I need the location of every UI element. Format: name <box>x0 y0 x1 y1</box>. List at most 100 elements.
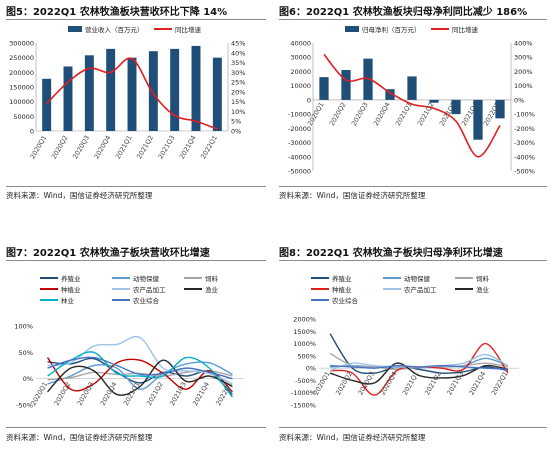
left-tick-label: -30000 <box>288 139 311 147</box>
y-tick-label: 0% <box>306 365 316 373</box>
left-tick-label: 100000 <box>9 98 34 106</box>
left-tick-label: 300000 <box>9 40 34 48</box>
left-tick-label: -50000 <box>288 168 311 176</box>
legend-label: 渔业 <box>476 285 490 294</box>
bar <box>341 70 351 100</box>
category-label: 2020Q3 <box>350 101 370 127</box>
right-tick-label: 45% <box>231 40 245 48</box>
category-label: 2021Q3 <box>157 134 177 160</box>
category-label: 2021Q4 <box>178 134 198 160</box>
series-line <box>47 356 233 380</box>
category-label: 2021Q3 <box>168 381 188 407</box>
bar <box>63 66 73 131</box>
category-label: 2020Q2 <box>50 134 70 160</box>
category-label: 2020Q2 <box>53 381 73 407</box>
legend-label: 营业收入（百万元） <box>85 25 144 34</box>
title-rule <box>6 19 266 20</box>
right-tick-label: 20% <box>231 88 245 96</box>
y-tick-label: 0% <box>23 375 33 383</box>
source-rule <box>279 186 547 187</box>
bar <box>451 99 461 115</box>
category-label: 2021Q1 <box>114 134 134 160</box>
chart-panel-revenue: 图5：2022Q1 农林牧渔板块营收环比下降 14% 营业收入（百万元） 同比增速… <box>6 3 266 203</box>
title-rule <box>279 260 547 261</box>
y-tick-label: -50% <box>16 402 33 410</box>
left-tick-label: 200000 <box>9 69 34 77</box>
title-rule <box>279 19 547 20</box>
series-line <box>46 57 218 130</box>
right-tick-label: 10% <box>231 108 245 116</box>
source-note: 资料来源：Wind，国信证券经济研究所整理 <box>279 191 426 200</box>
right-tick-label: 5% <box>231 118 241 126</box>
chart-panel-net-profit: 图6：2022Q1 农林牧渔板块归母净利同比减少 186% 归母净利（百万元） 同… <box>279 3 547 203</box>
legend-label: 饲料 <box>476 274 490 283</box>
y-tick-label: 500% <box>297 352 316 360</box>
category-label: 2020Q4 <box>93 134 113 160</box>
right-tick-label: 30% <box>231 69 245 77</box>
source-note: 资料来源：Wind，国信证券经济研究所整理 <box>6 433 153 442</box>
legend-label: 种植业 <box>332 285 352 294</box>
revenue-chart: 营业收入（百万元） 同比增速 0 50000 100000 150000 200000 250… <box>9 25 245 160</box>
series-line <box>46 357 233 393</box>
category-label: 2021Q2 <box>135 134 155 160</box>
category-label: 2021Q1 <box>122 381 142 407</box>
category-label: 2021Q4 <box>468 370 488 396</box>
title-rule <box>6 260 266 261</box>
chart-title: 图7：2022Q1 农林牧渔子板块营收环比增速 <box>6 248 210 259</box>
right-tick-label: -200% <box>514 125 535 133</box>
legend-swatch <box>345 26 359 32</box>
right-tick-label: 40% <box>231 49 245 57</box>
chart-panel-sub-revenue: 图7：2022Q1 农林牧渔子板块营收环比增速 养殖业 动物保健 饲料 种植业 农产品加… <box>6 244 266 449</box>
category-label: 2022Q1 <box>199 134 219 160</box>
bar <box>170 48 180 131</box>
left-tick-label: 0 <box>307 96 311 104</box>
right-tick-label: 300% <box>514 54 533 62</box>
category-label: 2022Q1 <box>490 370 510 396</box>
left-tick-label: 0 <box>30 128 34 136</box>
y-tick-label: -1000% <box>291 389 316 397</box>
legend-label: 饲料 <box>205 274 219 283</box>
y-tick-label: 50% <box>19 349 33 357</box>
category-label: 2020Q4 <box>372 101 392 127</box>
right-tick-label: -100% <box>514 111 535 119</box>
legend-label: 养殖业 <box>332 274 352 283</box>
category-label: 2021Q2 <box>423 370 443 396</box>
category-label: 2020Q4 <box>379 370 399 396</box>
legend-label: 农产品加工 <box>404 285 437 294</box>
right-tick-label: -500% <box>514 168 535 176</box>
legend-label: 农产品加工 <box>133 285 166 294</box>
left-tick-label: 30000 <box>290 54 311 62</box>
source-rule <box>6 186 266 187</box>
right-tick-label: 35% <box>231 59 245 67</box>
category-label: 2020Q2 <box>328 101 348 127</box>
bar <box>191 45 201 131</box>
source-rule <box>279 427 547 428</box>
bar <box>385 89 395 100</box>
right-tick-label: -400% <box>514 153 535 161</box>
chart-title: 图8：2022Q1 农林牧渔子板块归母净利环比增速 <box>279 248 503 259</box>
left-tick-label: 150000 <box>9 84 34 92</box>
bar <box>407 76 417 100</box>
category-label: 2021Q2 <box>416 101 436 127</box>
legend-label: 农业综合 <box>133 296 160 305</box>
category-label: 2021Q1 <box>401 370 421 396</box>
left-tick-label: -20000 <box>288 125 311 133</box>
left-tick-label: 250000 <box>9 54 34 62</box>
series-line <box>47 361 233 390</box>
legend-label: 林业 <box>61 296 75 305</box>
bar <box>429 99 439 103</box>
legend-label: 农业综合 <box>332 296 359 305</box>
y-tick-label: 1000% <box>293 340 316 348</box>
bar <box>84 55 94 131</box>
category-label: 2021Q3 <box>445 370 465 396</box>
left-tick-label: -40000 <box>288 153 311 161</box>
y-tick-label: 2000% <box>293 316 316 324</box>
legend-label: 养殖业 <box>61 274 81 283</box>
series-line <box>47 351 233 398</box>
bar <box>212 57 222 131</box>
category-label: 2020Q2 <box>334 370 354 396</box>
series-line <box>47 359 233 396</box>
series-line <box>323 53 501 158</box>
